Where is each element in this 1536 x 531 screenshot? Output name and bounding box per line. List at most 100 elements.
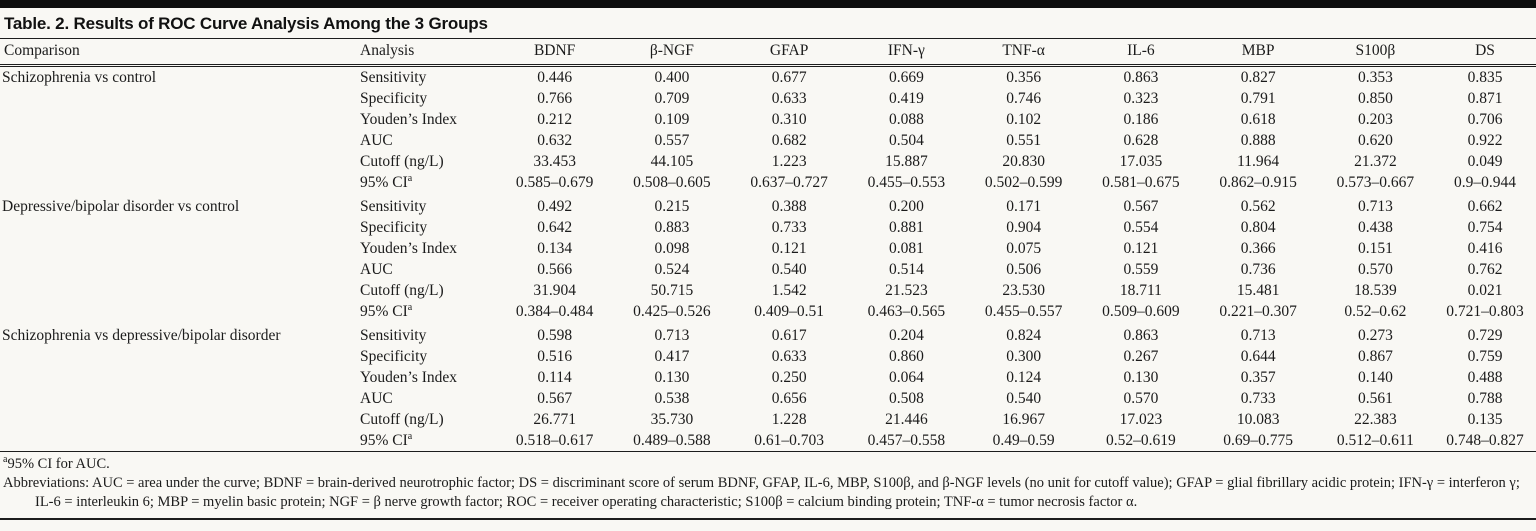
value-cell: 0.733 (1240, 390, 1276, 407)
value-cell: 0.151 (1357, 240, 1393, 257)
value-cell: 0.114 (537, 369, 572, 386)
comparison-cell: Depressive/bipolar disorder vs control (2, 198, 240, 215)
value-cell: 0.824 (1006, 327, 1042, 344)
value-cell: 0.121 (1123, 240, 1159, 257)
value-cell: 0.384–0.484 (515, 303, 594, 320)
value-cell: 0.644 (1240, 348, 1276, 365)
analysis-label-cell: 95% CIa (360, 430, 413, 449)
analysis-label-cell: AUC (360, 132, 393, 149)
value-cell: 0.357 (1240, 369, 1276, 386)
col-header-analysis: Analysis (358, 39, 496, 67)
analysis-label-cell: AUC (360, 261, 393, 278)
value-cell: 18.711 (1119, 282, 1162, 299)
col-header-gfap: GFAP (730, 39, 848, 67)
value-cell: 0.204 (888, 327, 924, 344)
value-cell: 0.682 (771, 132, 807, 149)
value-cell: 0.863 (1123, 327, 1159, 344)
value-cell: 0.538 (654, 390, 690, 407)
value-cell: 0.706 (1467, 111, 1503, 128)
table-title: Table. 2. Results of ROC Curve Analysis … (0, 8, 1536, 39)
value-cell: 0.388 (771, 198, 807, 215)
value-cell: 0.69–0.775 (1223, 432, 1293, 449)
value-cell: 0.637–0.727 (750, 174, 828, 191)
value-cell: 11.964 (1237, 153, 1280, 170)
value-cell: 0.516 (537, 348, 573, 365)
value-cell: 50.715 (650, 282, 694, 299)
table-body: Schizophrenia vs control Sensitivity 0.446… (0, 66, 1536, 452)
value-cell: 0.862–0.915 (1219, 174, 1297, 191)
value-cell: 0.463–0.565 (867, 303, 946, 320)
value-cell: 17.023 (1119, 411, 1163, 428)
value-cell: 0.904 (1006, 219, 1042, 236)
comparison-cell (0, 409, 358, 430)
value-cell: 0.9–0.944 (1454, 174, 1516, 191)
value-cell: 0.200 (888, 198, 924, 215)
value-cell: 26.771 (533, 411, 576, 428)
value-cell: 18.539 (1354, 282, 1397, 299)
value-cell: 0.570 (1123, 390, 1159, 407)
value-cell: 1.228 (771, 411, 807, 428)
analysis-label-cell: Sensitivity (360, 327, 427, 344)
comparison-cell (0, 367, 358, 388)
table-row: Youden’s Index 0.212 0.109 0.310 0.088 0.102 0… (0, 109, 1536, 130)
value-cell: 0.729 (1467, 327, 1503, 344)
value-cell: 0.409–0.51 (754, 303, 824, 320)
value-cell: 0.559 (1123, 261, 1159, 278)
value-cell: 0.633 (771, 90, 807, 107)
table-row: AUC 0.566 0.524 0.540 0.514 0.506 0.559 0.736 0.… (0, 259, 1536, 280)
value-cell: 44.105 (650, 153, 694, 170)
value-cell: 0.762 (1467, 261, 1503, 278)
value-cell: 1.542 (771, 282, 807, 299)
value-cell: 0.562 (1240, 198, 1276, 215)
value-cell: 21.372 (1354, 153, 1397, 170)
analysis-label-cell: Cutoff (ng/L) (360, 282, 444, 299)
value-cell: 0.310 (771, 111, 807, 128)
abbreviations-note: Abbreviations: AUC = area under the curv… (3, 475, 1520, 510)
value-cell: 0.709 (654, 90, 690, 107)
col-header-il6: IL-6 (1082, 39, 1200, 67)
value-cell: 0.438 (1357, 219, 1393, 236)
value-cell: 0.551 (1006, 132, 1042, 149)
value-cell: 0.323 (1123, 90, 1159, 107)
value-cell: 0.573–0.667 (1336, 174, 1415, 191)
table-row: Schizophrenia vs depressive/bipolar diso… (0, 322, 1536, 346)
analysis-label-cell: Cutoff (ng/L) (360, 153, 444, 170)
value-cell: 0.109 (654, 111, 690, 128)
footnote-marker: a (407, 430, 413, 442)
value-cell: 15.481 (1236, 282, 1280, 299)
value-cell: 0.540 (771, 261, 807, 278)
analysis-label-cell: 95% CIa (360, 301, 413, 320)
table-row: Depressive/bipolar disorder vs control Se… (0, 193, 1536, 217)
analysis-label-cell: Cutoff (ng/L) (360, 411, 444, 428)
analysis-label-cell: Youden’s Index (360, 369, 458, 386)
comparison-cell (0, 259, 358, 280)
value-cell: 0.867 (1357, 348, 1393, 365)
value-cell: 0.049 (1467, 153, 1503, 170)
table-row: Specificity 0.766 0.709 0.633 0.419 0.746 0.32… (0, 88, 1536, 109)
table-row: Cutoff (ng/L) 26.771 35.730 1.228 21.446 16.9… (0, 409, 1536, 430)
value-cell: 0.713 (1240, 327, 1276, 344)
value-cell: 0.656 (771, 390, 807, 407)
value-cell: 16.967 (1002, 411, 1045, 428)
value-cell: 0.561 (1357, 390, 1393, 407)
table-row: 95% CIa 0.585–0.679 0.508–0.605 0.637–0.727… (0, 172, 1536, 193)
value-cell: 0.581–0.675 (1102, 174, 1180, 191)
value-cell: 0.130 (654, 369, 690, 386)
value-cell: 0.669 (888, 69, 924, 86)
value-cell: 0.102 (1006, 111, 1042, 128)
value-cell: 0.754 (1467, 219, 1503, 236)
value-cell: 0.554 (1123, 219, 1159, 236)
footnote-marker: a (407, 301, 413, 313)
comparison-cell (0, 172, 358, 193)
value-cell: 0.567 (537, 390, 573, 407)
value-cell: 21.523 (885, 282, 928, 299)
value-cell: 0.508–0.605 (633, 174, 711, 191)
table-row: Cutoff (ng/L) 31.904 50.715 1.542 21.523 23.5… (0, 280, 1536, 301)
value-cell: 0.134 (537, 240, 573, 257)
value-cell: 0.124 (1006, 369, 1042, 386)
value-cell: 0.203 (1357, 111, 1393, 128)
comparison-cell (0, 217, 358, 238)
value-cell: 0.088 (888, 111, 924, 128)
value-cell: 0.121 (771, 240, 807, 257)
value-cell: 0.566 (537, 261, 573, 278)
